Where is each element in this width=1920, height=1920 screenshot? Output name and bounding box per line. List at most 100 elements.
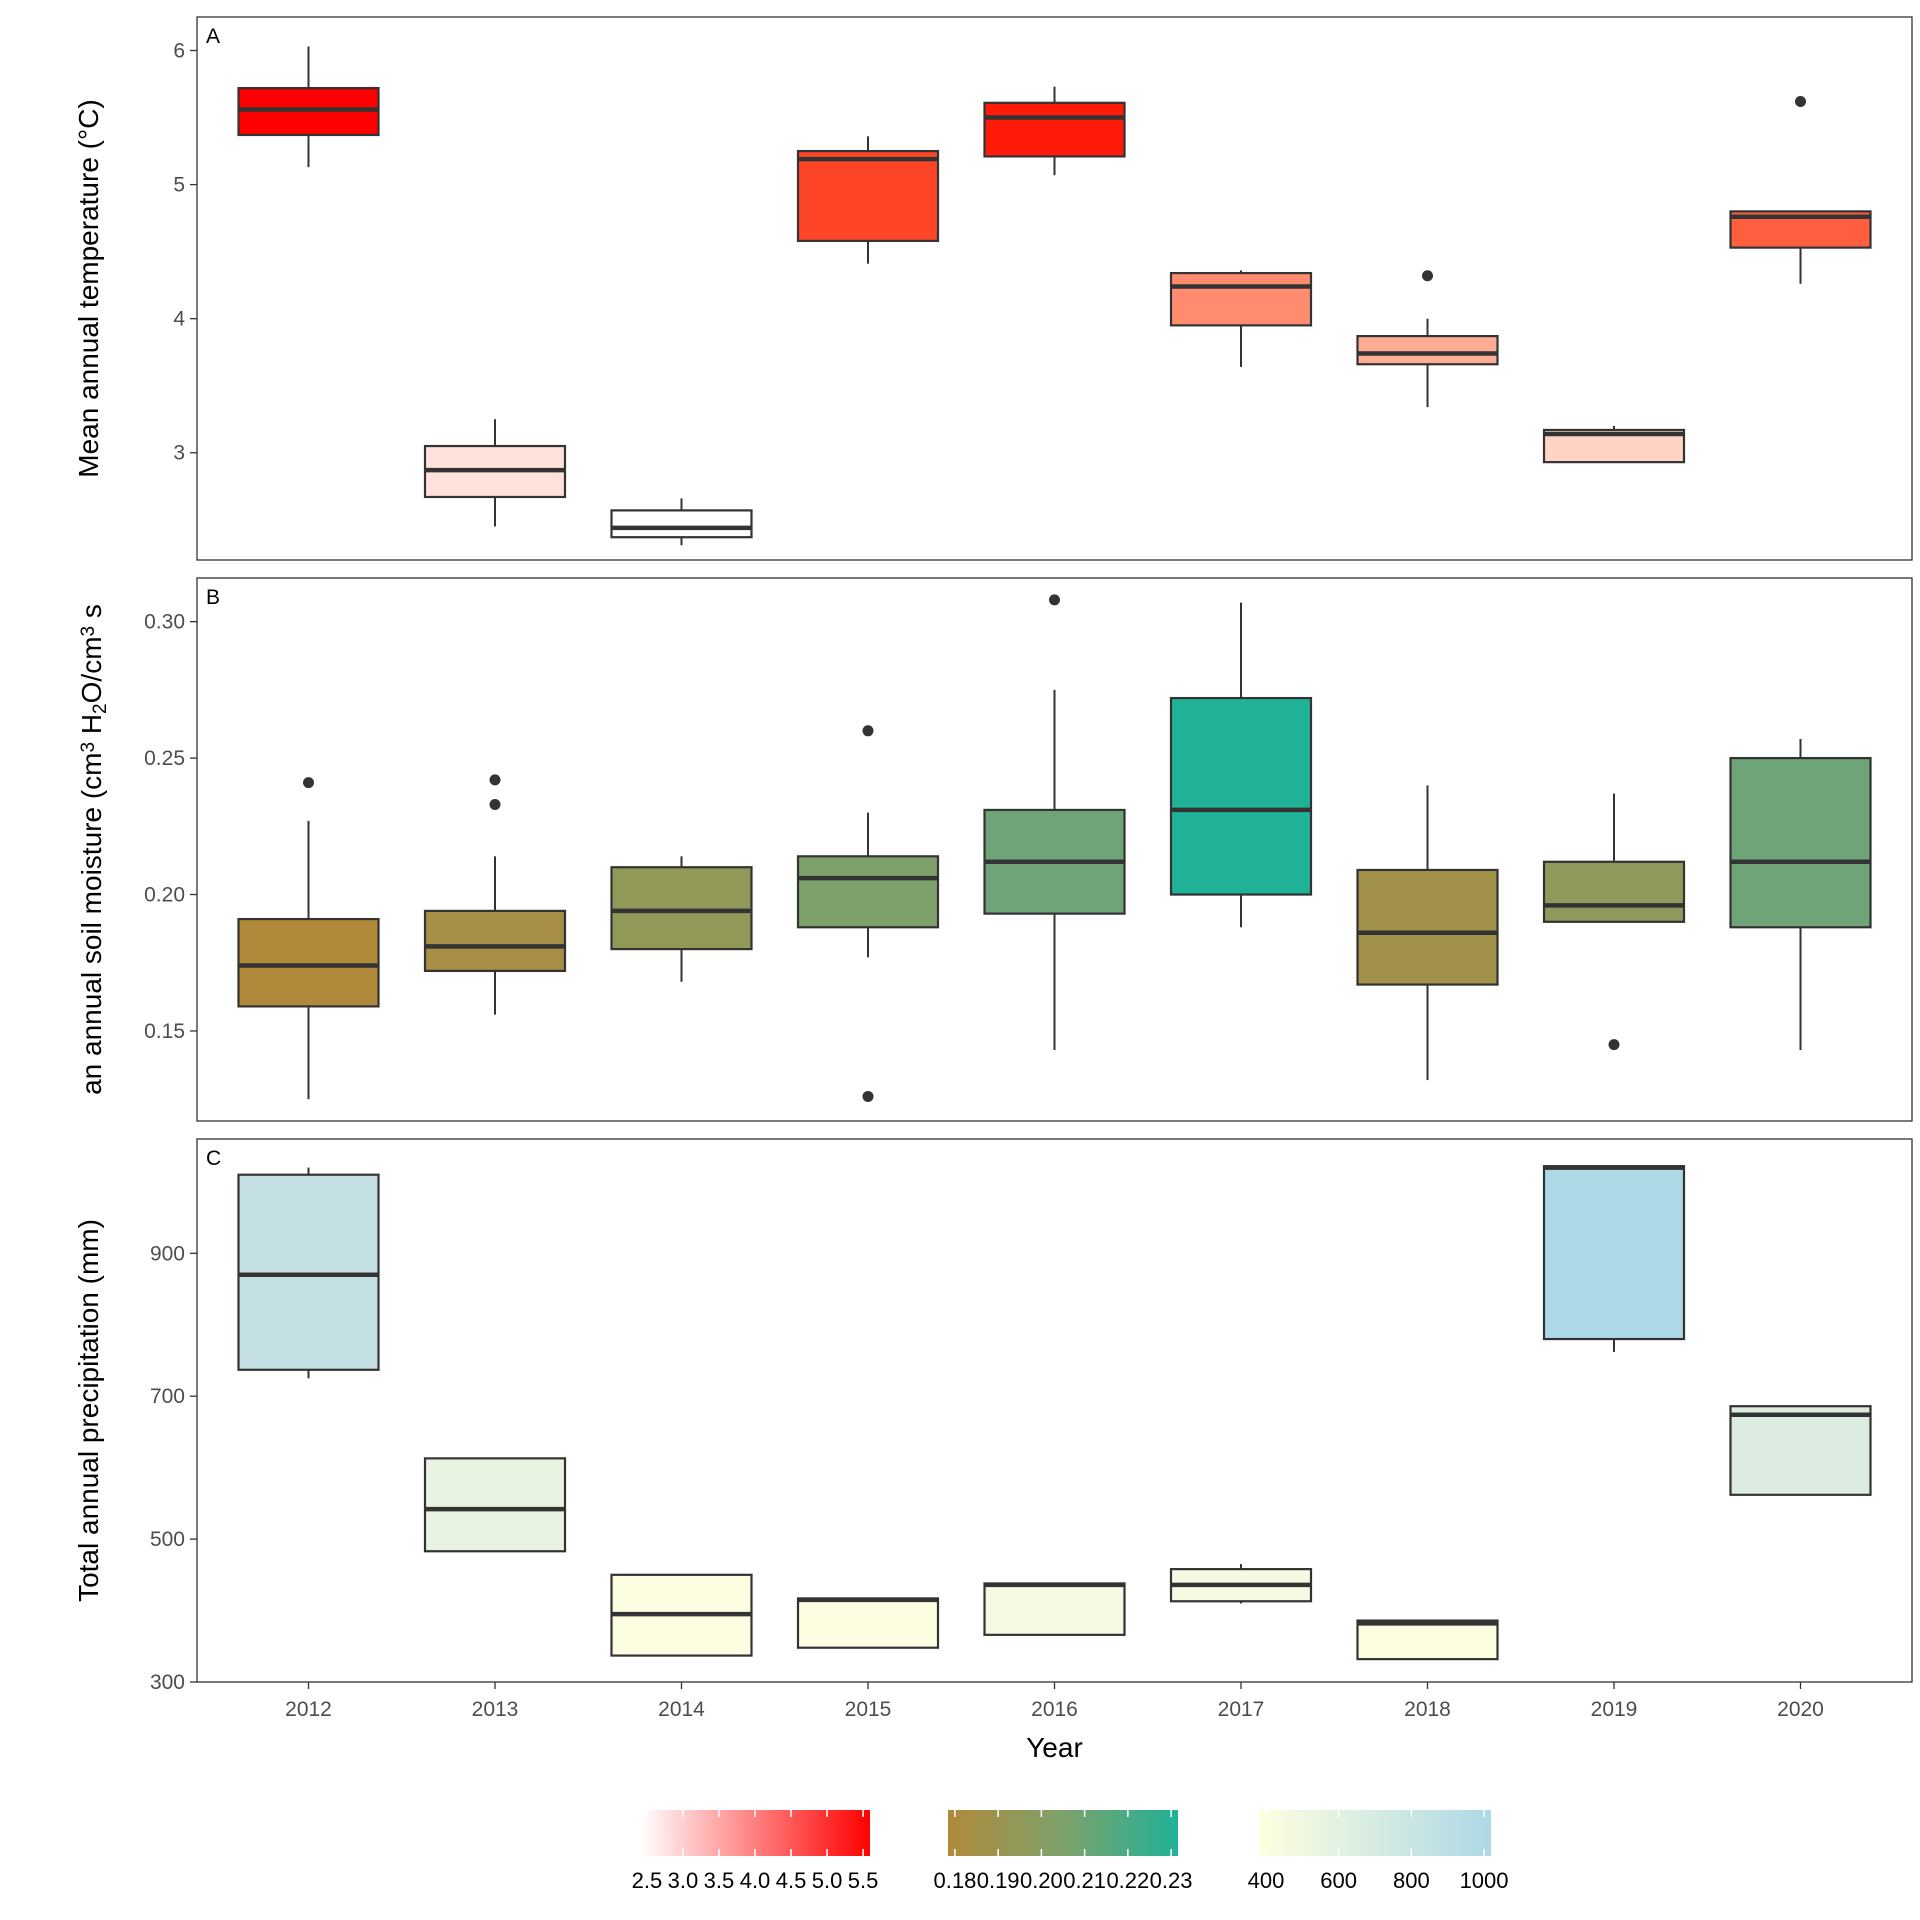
panel-tag: C [206,1147,221,1170]
x-tick-label: 2020 [1777,1698,1824,1721]
outlier-point [489,774,501,786]
y-axis-title-part: 3 [78,626,99,637]
legend-label: 1000 [1460,1868,1509,1893]
y-tick-label: 0.15 [144,1020,185,1043]
x-tick-label: 2016 [1031,1698,1078,1721]
box-2017 [1169,602,1313,928]
legend-colorbar-1: 2.5 3.0 3.5 4.0 4.5 5.0 5.5 [632,1810,878,1893]
box-iqr [237,917,380,1008]
y-axis-title: an annual soil moisture (cm3 H2O/cm3 s [76,604,111,1095]
y-axis-title-part: 3 [78,742,99,753]
box-2014 [610,1573,753,1657]
legend-label: 0.18 [933,1868,976,1893]
box-iqr [1356,868,1499,986]
box-2014 [610,856,753,982]
box-2019 [1542,425,1686,464]
y-tick-label: 0.30 [144,611,185,634]
box-2012 [237,46,380,168]
panel-a: A 3 4 5 6 Mean annual temperature (°C) [73,16,1913,561]
outlier-point [303,777,314,789]
y-tick-label: 0.20 [144,884,185,907]
box-iqr [983,1582,1126,1636]
y-axis-title-part: s [76,604,107,626]
outlier-point [862,1090,874,1102]
y-tick-label: 700 [150,1385,185,1408]
x-tick-label: 2014 [658,1698,705,1721]
panel-c: C 300 500 700 900 Total annual precipitation … [73,1138,1913,1763]
y-axis-title-part: H [76,714,107,742]
legend-label: 5.0 [812,1868,843,1893]
box-2018 [1356,1619,1499,1661]
y-tick-label: 4 [173,308,185,331]
box-2017 [1169,1564,1313,1604]
box-2015 [796,136,940,264]
y-tick-label: 300 [150,1671,185,1694]
box-iqr [796,855,940,929]
legend-label: 2.5 [632,1868,663,1893]
box-iqr [610,866,753,951]
legend-colorbar-2: 0.18 0.19 0.20 0.21 0.22 0.23 [933,1810,1193,1893]
legend-label: 4.5 [776,1868,807,1893]
outlier-point [489,798,501,810]
box-iqr [796,149,940,243]
outlier-point [1795,95,1806,107]
x-tick-label: 2018 [1404,1698,1451,1721]
x-axis-title: Year [1026,1732,1083,1763]
box-2015 [796,1597,940,1649]
box-2016 [983,86,1126,176]
box-iqr [1356,334,1499,366]
y-tick-label: 900 [150,1242,185,1265]
box-2014 [610,498,753,546]
legend-label: 0.19 [977,1868,1020,1893]
legend-colorbar [640,1810,870,1856]
y-axis-title-part: 2 [90,703,111,714]
outlier-point [1049,594,1060,606]
x-tick-label: 2015 [845,1698,892,1721]
x-tick-label: 2013 [472,1698,519,1721]
y-tick-label: 500 [150,1528,185,1551]
box-iqr [1542,860,1686,923]
box-2018 [1356,270,1499,408]
panel-tag: B [206,586,220,609]
legend-label: 0.20 [1020,1868,1063,1893]
y-axis-title-part: an annual soil moisture (cm [76,753,107,1095]
legend-label: 0.23 [1150,1868,1193,1893]
box-iqr [796,1597,940,1649]
outlier-point [862,725,874,737]
box-2016 [983,594,1126,1051]
box-iqr [237,1173,380,1371]
box-iqr [1169,696,1313,896]
y-axis-title-part: O/cm [76,636,107,703]
legend-label: 400 [1248,1868,1285,1893]
y-tick-label: 0.25 [144,747,185,770]
legend-label: 0.21 [1063,1868,1106,1893]
box-iqr [1542,1165,1686,1341]
legend-colorbar [948,1810,1178,1856]
box-iqr [423,1457,567,1553]
y-axis-title: Total annual precipitation (mm) [73,1219,104,1602]
box-iqr [610,509,753,539]
x-tick-label: 2017 [1218,1698,1265,1721]
y-tick-label: 6 [173,40,185,63]
legend-label: 3.0 [668,1868,699,1893]
box-2013 [423,774,567,1015]
legend-label: 0.22 [1106,1868,1149,1893]
box-2016 [983,1582,1126,1636]
legend-label: 3.5 [704,1868,735,1893]
outlier-point [1422,270,1433,282]
x-tick-label: 2012 [285,1698,332,1721]
box-iqr [1729,756,1872,929]
box-2015 [796,725,940,1102]
box-2018 [1356,785,1499,1081]
box-2013 [423,1457,567,1553]
box-iqr [1356,1619,1499,1661]
panel-b: B 0.15 0.20 0.25 0.30 an annual soil moisture… [76,577,1913,1122]
x-tick-label: 2019 [1591,1698,1638,1721]
panel-tag: A [206,25,220,48]
legend-colorbar [1259,1810,1491,1856]
box-2017 [1169,270,1313,367]
box-2020 [1729,95,1872,284]
box-2012 [237,1167,380,1379]
y-axis-title: Mean annual temperature (°C) [73,99,104,478]
